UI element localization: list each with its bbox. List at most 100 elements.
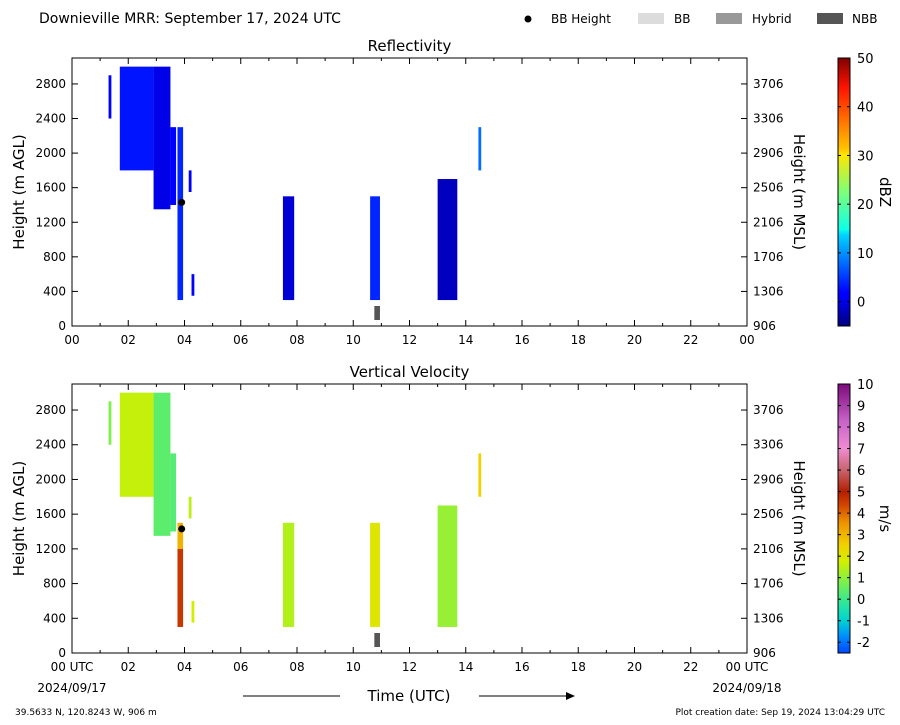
colorbar-tick-label: 8 — [857, 421, 865, 436]
x-tick-label: 02 — [121, 660, 136, 674]
colorbar-tick-label: 10 — [857, 378, 874, 393]
y-tick-label: 1600 — [35, 181, 66, 195]
echo-cell — [177, 522, 184, 549]
legend-label: NBB — [852, 12, 877, 26]
echo-cell — [108, 401, 112, 445]
y-tick-label: 2800 — [35, 77, 66, 91]
footer-location: 39.5633 N, 120.8243 W, 906 m — [15, 708, 157, 718]
colorbar — [837, 383, 851, 654]
footer-creation-date: Plot creation date: Sep 19, 2024 13:04:2… — [675, 708, 885, 718]
colorbar-tick-label: 30 — [857, 149, 874, 164]
x-tick-label: 18 — [571, 333, 586, 347]
echo-cell — [370, 196, 380, 301]
y-right-tick-label: 906 — [753, 319, 776, 333]
y-right-tick-label: 1306 — [753, 611, 784, 625]
echo-cell — [177, 127, 184, 301]
echo-cell — [153, 392, 171, 536]
x-tick-label: 12 — [402, 333, 417, 347]
dot-icon — [524, 15, 532, 23]
legend-label: BB — [674, 12, 690, 26]
bb-swatch-icon — [638, 13, 664, 24]
colorbar-tick-label: 2 — [857, 550, 865, 565]
x-tick-label: 08 — [289, 660, 304, 674]
x-tick-label: 06 — [233, 660, 248, 674]
x-tick-label: 20 — [627, 333, 642, 347]
y-axis-label: Height (m AGL) — [10, 461, 28, 576]
nbb-flag-marker — [374, 306, 380, 320]
colorbar-tick-label: 3 — [857, 529, 865, 544]
colorbar-tick-label: 20 — [857, 198, 874, 213]
y-right-tick-label: 3306 — [753, 112, 784, 126]
y-right-tick-label: 1706 — [753, 577, 784, 591]
x-tick-label: 14 — [458, 333, 473, 347]
y-tick-label: 800 — [43, 577, 66, 591]
y-tick-label: 1200 — [35, 542, 66, 556]
x-tick-label: 22 — [683, 333, 698, 347]
arrow-right-icon — [566, 692, 575, 700]
x-axis-title-group: Time (UTC) — [243, 687, 575, 705]
y-right-tick-label: 2506 — [753, 507, 784, 521]
echo-cell — [153, 66, 171, 210]
colorbar — [837, 57, 851, 327]
colorbar-tick-label: 6 — [857, 464, 865, 479]
x-tick-label: 20 — [627, 660, 642, 674]
x-tick-label: 10 — [346, 660, 361, 674]
echo-cell — [191, 600, 195, 623]
bb-height-point — [178, 198, 186, 206]
x-tick-label: 22 — [683, 660, 698, 674]
x-tick-label: 00 UTC — [51, 660, 94, 674]
y-tick-label: 400 — [43, 284, 66, 298]
y-tick-label: 800 — [43, 250, 66, 264]
colorbar-tick-label: 5 — [857, 486, 865, 501]
y-right-tick-label: 3706 — [753, 403, 784, 417]
x-tick-label: 08 — [289, 333, 304, 347]
colorbar-tick-label: 9 — [857, 400, 865, 415]
legend-label: BB Height — [551, 12, 611, 26]
x-tick-label: 12 — [402, 660, 417, 674]
nbb-flag-marker — [374, 633, 380, 647]
y-right-tick-label: 2106 — [753, 542, 784, 556]
x-tick-label: 10 — [346, 333, 361, 347]
y-right-tick-label: 2506 — [753, 181, 784, 195]
colorbar-label: dBZ — [876, 177, 894, 207]
echo-cell — [282, 196, 295, 301]
y-right-tick-label: 906 — [753, 646, 776, 660]
y-right-tick-label: 2906 — [753, 472, 784, 486]
x-tick-label: 02 — [121, 333, 136, 347]
y-right-tick-label: 1706 — [753, 250, 784, 264]
colorbar-tick-label: 1 — [857, 572, 865, 587]
echo-cell — [188, 496, 192, 519]
y-tick-label: 2400 — [35, 438, 66, 452]
legend-label: Hybrid — [752, 12, 792, 26]
y-tick-label: 0 — [58, 319, 66, 333]
y-right-tick-label: 3706 — [753, 77, 784, 91]
echo-cell — [437, 505, 458, 627]
colorbar-tick-label: 0 — [857, 593, 865, 608]
x-tick-label: 04 — [177, 660, 192, 674]
y-right-tick-label: 2106 — [753, 215, 784, 229]
y-tick-label: 0 — [58, 646, 66, 660]
panel-title: Reflectivity — [368, 37, 452, 55]
bb-height-point — [178, 525, 186, 533]
echo-cell — [119, 392, 154, 497]
echo-cell — [188, 170, 192, 192]
y-right-tick-label: 1306 — [753, 284, 784, 298]
colorbar-tick-label: 50 — [857, 52, 874, 67]
colorbar-tick-label: 10 — [857, 247, 874, 262]
y-tick-label: 2800 — [35, 403, 66, 417]
x-tick-label: 00 — [739, 333, 754, 347]
x-tick-label: 04 — [177, 333, 192, 347]
x-date-end: 2024/09/18 — [712, 681, 781, 695]
colorbar-tick-label: -2 — [857, 636, 870, 651]
x-tick-label: 00 — [64, 333, 79, 347]
y-axis-label-right: Height (m MSL) — [790, 134, 808, 250]
x-tick-label: 06 — [233, 333, 248, 347]
echo-cell — [437, 179, 458, 301]
echo-cell — [370, 522, 380, 627]
colorbar-tick-label: 4 — [857, 507, 865, 522]
y-tick-label: 400 — [43, 611, 66, 625]
nbb-swatch-icon — [817, 13, 843, 24]
